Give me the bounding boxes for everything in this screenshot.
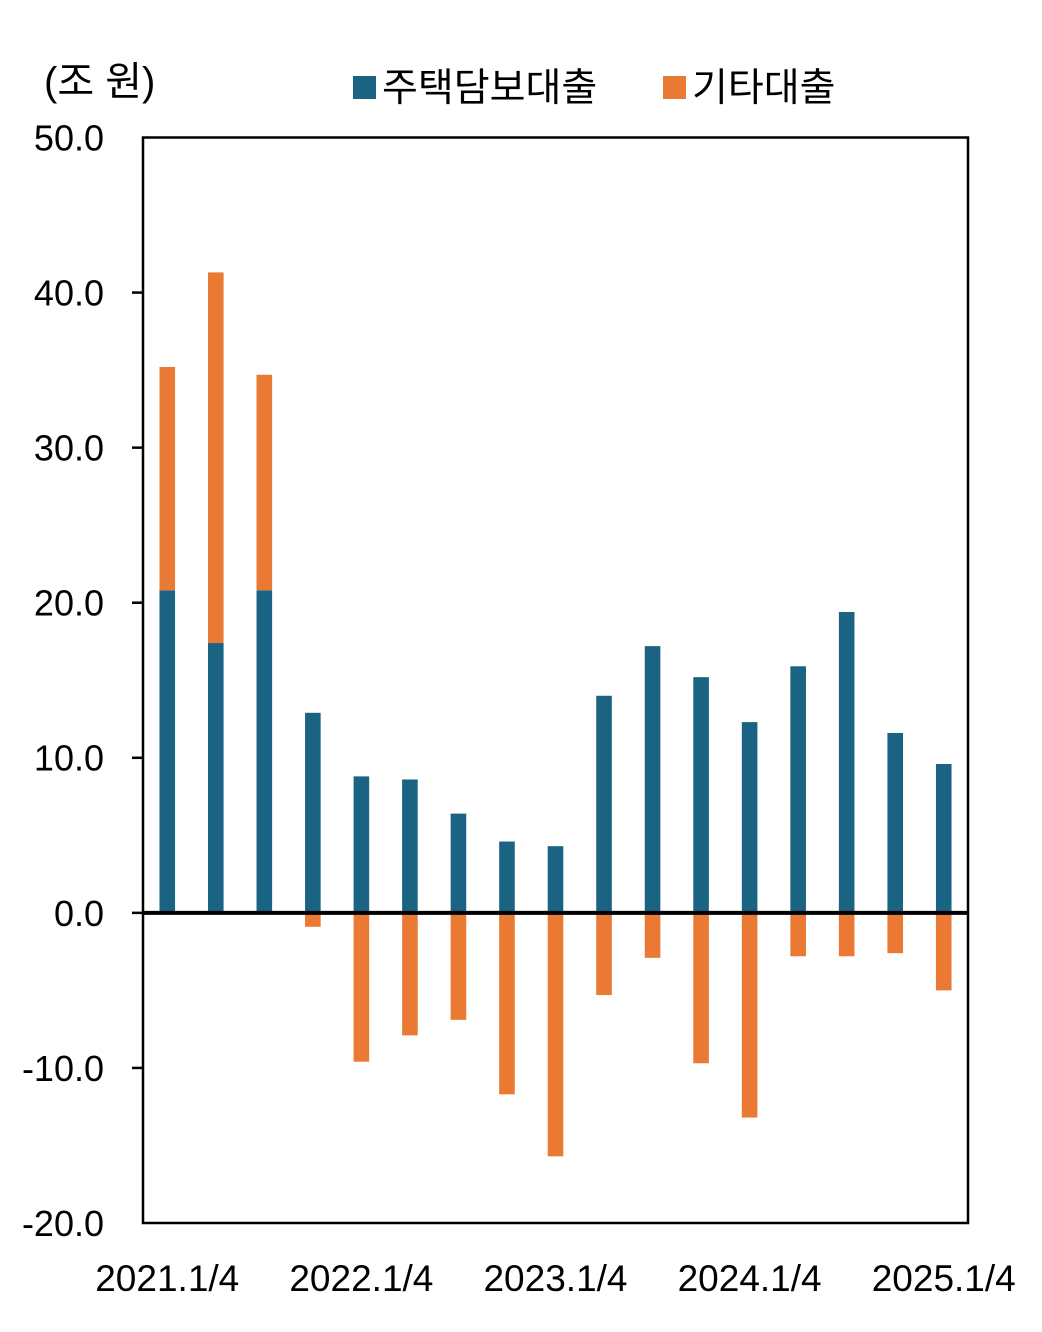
y-axis-ticks [132, 291, 143, 1070]
x-tick-label: 2025.1/4 [872, 1258, 1016, 1299]
y-tick-label: -10.0 [22, 1048, 104, 1089]
legend-label-other-loans: 기타대출 [692, 67, 836, 110]
mortgage-bar [790, 666, 806, 913]
mortgage-bar [741, 722, 758, 913]
mortgage-bar [450, 813, 467, 913]
other-loan-bar [596, 912, 612, 996]
y-tick-label: 20.0 [34, 583, 104, 624]
mortgage-bar [596, 695, 612, 913]
other-loan-bar [838, 912, 855, 957]
mortgage-bar [159, 590, 176, 913]
other-loan-bar [305, 912, 321, 927]
x-tick-label: 2023.1/4 [483, 1258, 627, 1299]
mortgage-bar [256, 590, 273, 913]
other-loan-bar [450, 912, 467, 1020]
mortgage-bar [935, 763, 952, 913]
y-tick-label: -20.0 [22, 1203, 104, 1244]
other-loan-bar [693, 912, 709, 1064]
other-loan-bar [159, 367, 176, 591]
other-loan-bar [402, 912, 418, 1036]
y-axis-labels: 50.0 40.0 30.0 20.0 10.0 0.0 -10.0 -20.0 [22, 117, 104, 1244]
y-tick-label: 50.0 [34, 117, 104, 158]
other-loan-bar [499, 912, 515, 1095]
x-tick-label: 2021.1/4 [95, 1258, 239, 1299]
mortgage-bar [887, 732, 904, 913]
legend-swatch-other-loans [663, 76, 686, 99]
mortgage-bar [402, 779, 418, 913]
plot-area: 50.0 40.0 30.0 20.0 10.0 0.0 -10.0 -20.0 2021.1… [22, 117, 1016, 1299]
mortgage-bar [353, 776, 370, 913]
other-loan-bar [207, 272, 224, 644]
other-loan-bar [790, 912, 806, 957]
other-loan-bar [741, 912, 758, 1118]
mortgage-bar [207, 643, 224, 913]
other-loan-bar [256, 374, 273, 591]
other-loan-bar [353, 912, 370, 1062]
bars [159, 272, 952, 1157]
mortgage-bar [547, 846, 564, 913]
y-tick-label: 10.0 [34, 738, 104, 779]
y-tick-label: 0.0 [54, 893, 104, 934]
other-loan-bar [887, 912, 904, 954]
unit-label: (조 원) [44, 60, 155, 104]
legend-swatch-mortgage [353, 76, 376, 99]
mortgage-bar [499, 841, 515, 913]
legend: 주택담보대출 기타대출 [353, 67, 836, 110]
plot-border [141, 136, 970, 1225]
other-loan-bar [935, 912, 952, 991]
mortgage-bar [305, 712, 321, 913]
x-axis-labels: 2021.1/4 2022.1/4 2023.1/4 2024.1/4 2025.1/4 [95, 1258, 1016, 1299]
other-loan-bar [644, 912, 661, 958]
y-tick-label: 40.0 [34, 273, 104, 314]
legend-label-mortgage: 주택담보대출 [382, 67, 597, 110]
mortgage-bar [693, 677, 709, 913]
x-tick-label: 2022.1/4 [289, 1258, 433, 1299]
x-tick-label: 2024.1/4 [678, 1258, 822, 1299]
mortgage-bar [838, 612, 855, 913]
other-loan-bar [547, 912, 564, 1157]
mortgage-bar [644, 646, 661, 913]
y-tick-label: 30.0 [34, 428, 104, 469]
